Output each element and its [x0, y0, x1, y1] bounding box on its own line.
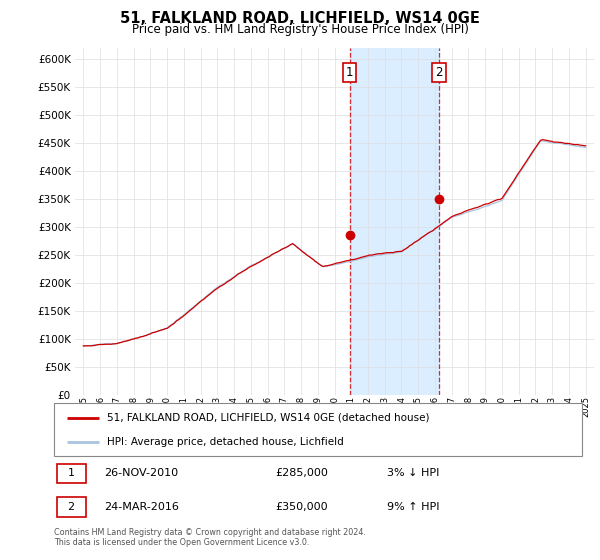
FancyBboxPatch shape	[56, 464, 86, 483]
Text: 2: 2	[68, 502, 75, 512]
Bar	[350, 48, 439, 395]
Text: 9% ↑ HPI: 9% ↑ HPI	[386, 502, 439, 512]
FancyBboxPatch shape	[54, 403, 582, 456]
Text: £285,000: £285,000	[276, 468, 329, 478]
Text: HPI: Average price, detached house, Lichfield: HPI: Average price, detached house, Lich…	[107, 437, 344, 447]
Text: 1: 1	[68, 468, 74, 478]
Text: 26-NOV-2010: 26-NOV-2010	[104, 468, 178, 478]
Text: 3% ↓ HPI: 3% ↓ HPI	[386, 468, 439, 478]
Text: 51, FALKLAND ROAD, LICHFIELD, WS14 0GE: 51, FALKLAND ROAD, LICHFIELD, WS14 0GE	[120, 11, 480, 26]
Text: 51, FALKLAND ROAD, LICHFIELD, WS14 0GE (detached house): 51, FALKLAND ROAD, LICHFIELD, WS14 0GE (…	[107, 413, 430, 423]
Text: Price paid vs. HM Land Registry's House Price Index (HPI): Price paid vs. HM Land Registry's House …	[131, 23, 469, 36]
Text: 1: 1	[346, 66, 353, 80]
FancyBboxPatch shape	[56, 497, 86, 516]
Text: Contains HM Land Registry data © Crown copyright and database right 2024.
This d: Contains HM Land Registry data © Crown c…	[54, 528, 366, 547]
Text: 2: 2	[435, 66, 443, 80]
Text: £350,000: £350,000	[276, 502, 328, 512]
Text: 24-MAR-2016: 24-MAR-2016	[104, 502, 179, 512]
